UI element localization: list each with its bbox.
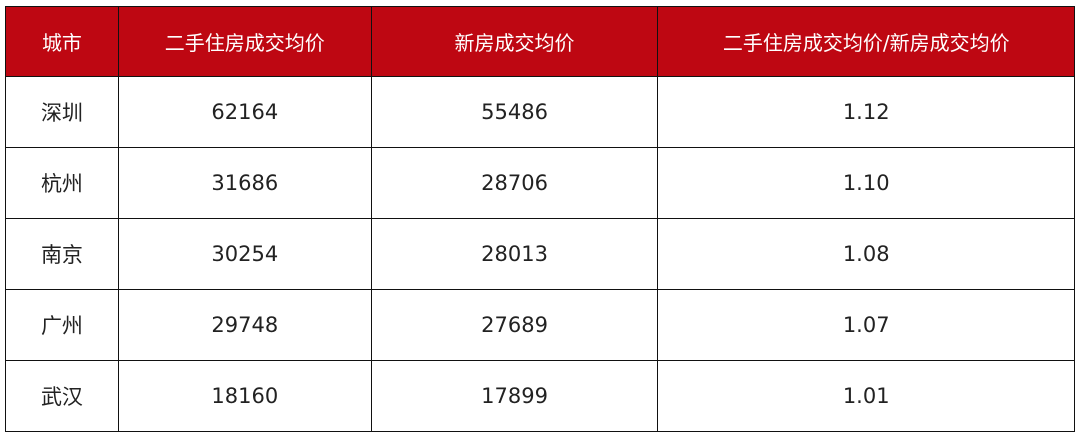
- table-row: 广州 29748 27689 1.07: [5, 289, 1075, 361]
- header-second-hand-price: 二手住房成交均价: [117, 6, 372, 77]
- cell-second-hand-price: 18160: [117, 360, 372, 432]
- cell-new-price: 27689: [370, 289, 659, 361]
- table-row: 武汉 18160 17899 1.01: [5, 360, 1075, 432]
- price-table: 城市 二手住房成交均价 新房成交均价 二手住房成交均价/新房成交均价 深圳 621…: [5, 6, 1075, 432]
- header-ratio: 二手住房成交均价/新房成交均价: [657, 6, 1075, 77]
- cell-ratio: 1.08: [657, 218, 1075, 290]
- table-row: 杭州 31686 28706 1.10: [5, 147, 1075, 219]
- header-new-price: 新房成交均价: [370, 6, 659, 77]
- cell-ratio: 1.10: [657, 147, 1075, 219]
- cell-second-hand-price: 62164: [117, 76, 372, 148]
- cell-ratio: 1.07: [657, 289, 1075, 361]
- cell-new-price: 17899: [370, 360, 659, 432]
- cell-city: 杭州: [5, 147, 119, 219]
- cell-ratio: 1.12: [657, 76, 1075, 148]
- cell-city: 广州: [5, 289, 119, 361]
- cell-city: 深圳: [5, 76, 119, 148]
- table-row: 南京 30254 28013 1.08: [5, 218, 1075, 290]
- cell-second-hand-price: 31686: [117, 147, 372, 219]
- table-row: 深圳 62164 55486 1.12: [5, 76, 1075, 148]
- cell-second-hand-price: 29748: [117, 289, 372, 361]
- cell-ratio: 1.01: [657, 360, 1075, 432]
- cell-new-price: 55486: [370, 76, 659, 148]
- cell-city: 武汉: [5, 360, 119, 432]
- header-row: 城市 二手住房成交均价 新房成交均价 二手住房成交均价/新房成交均价: [5, 6, 1075, 77]
- header-city: 城市: [5, 6, 119, 77]
- cell-city: 南京: [5, 218, 119, 290]
- cell-new-price: 28706: [370, 147, 659, 219]
- cell-second-hand-price: 30254: [117, 218, 372, 290]
- cell-new-price: 28013: [370, 218, 659, 290]
